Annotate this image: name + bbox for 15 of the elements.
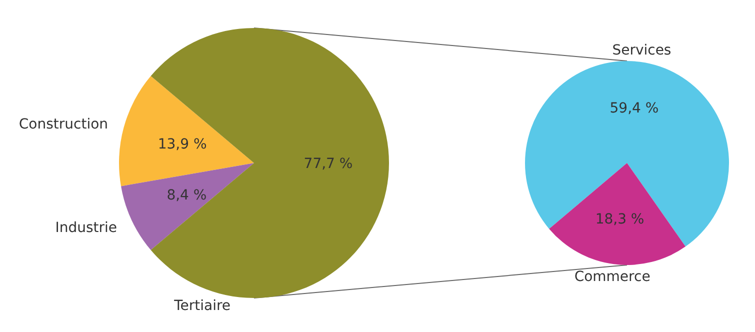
slice-label: Industrie (55, 220, 117, 236)
data-label: 8,4 % (166, 187, 207, 204)
pie-slice (119, 76, 254, 186)
data-label: 13,9 % (158, 136, 207, 153)
slice-label: Tertiaire (173, 298, 231, 314)
pie-slice (150, 28, 389, 298)
pie-slice (121, 163, 254, 250)
data-label: 77,7 % (304, 156, 353, 172)
pie-slice (525, 61, 729, 247)
data-label: 59,4 % (610, 100, 659, 116)
slice-label: Services (612, 42, 672, 59)
slice-label: Commerce (574, 269, 650, 286)
pie-slice (549, 163, 686, 265)
data-label: 18,3 % (595, 212, 644, 228)
slice-label: Construction (18, 116, 108, 132)
